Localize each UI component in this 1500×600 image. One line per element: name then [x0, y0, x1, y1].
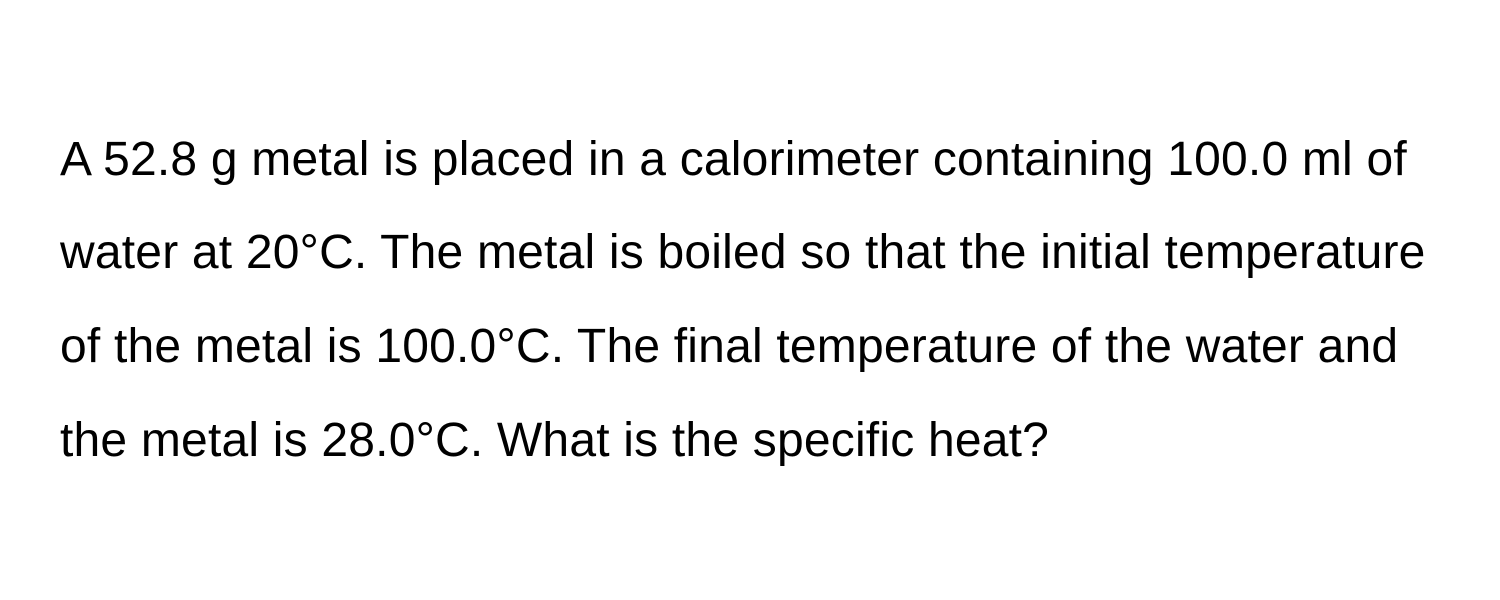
- problem-statement: A 52.8 g metal is placed in a calorimete…: [60, 113, 1440, 487]
